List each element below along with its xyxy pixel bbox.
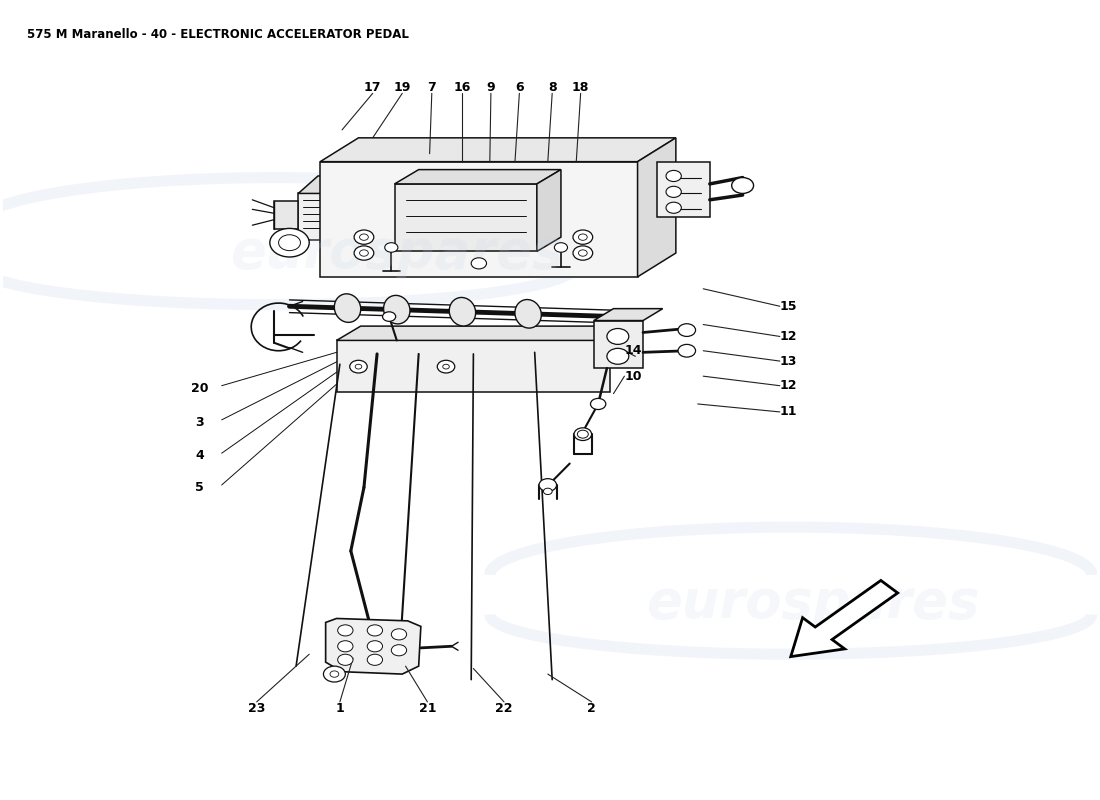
Polygon shape xyxy=(658,162,710,218)
Circle shape xyxy=(338,625,353,636)
Text: 4: 4 xyxy=(196,449,205,462)
Text: 16: 16 xyxy=(454,82,471,94)
Text: 9: 9 xyxy=(486,82,495,94)
Polygon shape xyxy=(326,618,421,674)
Text: 575 M Maranello - 40 - ELECTRONIC ACCELERATOR PEDAL: 575 M Maranello - 40 - ELECTRONIC ACCELE… xyxy=(26,28,409,41)
Circle shape xyxy=(367,641,383,652)
Polygon shape xyxy=(395,184,537,251)
Text: 10: 10 xyxy=(625,370,642,382)
Circle shape xyxy=(573,246,593,260)
Polygon shape xyxy=(320,162,638,277)
Polygon shape xyxy=(537,170,561,251)
Circle shape xyxy=(666,170,681,182)
Text: 7: 7 xyxy=(428,82,437,94)
Polygon shape xyxy=(298,176,406,194)
Circle shape xyxy=(278,234,300,250)
Circle shape xyxy=(554,242,568,252)
Circle shape xyxy=(392,645,407,656)
Polygon shape xyxy=(594,309,662,321)
Ellipse shape xyxy=(449,298,475,326)
Polygon shape xyxy=(274,202,298,229)
Circle shape xyxy=(355,364,362,369)
Text: 23: 23 xyxy=(248,702,265,714)
Text: 18: 18 xyxy=(572,82,590,94)
Circle shape xyxy=(360,234,368,240)
Polygon shape xyxy=(638,138,675,277)
Text: 17: 17 xyxy=(364,82,382,94)
Circle shape xyxy=(678,344,695,357)
Circle shape xyxy=(442,364,449,369)
Ellipse shape xyxy=(334,294,361,322)
Ellipse shape xyxy=(384,295,410,324)
Circle shape xyxy=(338,654,353,666)
Circle shape xyxy=(270,229,309,257)
Text: eurospares: eurospares xyxy=(646,577,979,629)
Text: eurospares: eurospares xyxy=(230,227,563,279)
Circle shape xyxy=(579,234,587,240)
Text: 12: 12 xyxy=(780,330,798,343)
Polygon shape xyxy=(386,176,406,239)
Text: 19: 19 xyxy=(394,82,411,94)
Circle shape xyxy=(543,488,552,494)
Text: 13: 13 xyxy=(780,354,798,367)
Circle shape xyxy=(354,246,374,260)
Circle shape xyxy=(579,250,587,256)
Circle shape xyxy=(330,671,339,678)
Ellipse shape xyxy=(515,299,541,328)
Circle shape xyxy=(666,202,681,214)
Text: 8: 8 xyxy=(548,82,557,94)
Text: 6: 6 xyxy=(515,82,524,94)
Circle shape xyxy=(367,625,383,636)
Circle shape xyxy=(354,230,374,244)
Text: 5: 5 xyxy=(196,481,205,494)
Circle shape xyxy=(678,324,695,337)
Text: 14: 14 xyxy=(625,344,642,358)
Text: 2: 2 xyxy=(587,702,596,714)
Text: 11: 11 xyxy=(780,406,798,418)
Circle shape xyxy=(323,666,345,682)
Circle shape xyxy=(578,430,588,438)
Text: 12: 12 xyxy=(780,379,798,392)
Circle shape xyxy=(360,250,368,256)
Polygon shape xyxy=(320,138,675,162)
Polygon shape xyxy=(594,321,643,368)
Text: 1: 1 xyxy=(336,702,344,714)
Circle shape xyxy=(338,641,353,652)
Circle shape xyxy=(350,360,367,373)
Circle shape xyxy=(732,178,754,194)
Polygon shape xyxy=(337,341,610,392)
Circle shape xyxy=(573,230,593,244)
Circle shape xyxy=(666,186,681,198)
Circle shape xyxy=(392,629,407,640)
Circle shape xyxy=(591,398,606,410)
Text: 21: 21 xyxy=(419,702,437,714)
Circle shape xyxy=(607,348,629,364)
Circle shape xyxy=(574,428,592,441)
Polygon shape xyxy=(395,170,561,184)
Circle shape xyxy=(367,654,383,666)
Circle shape xyxy=(385,242,398,252)
Circle shape xyxy=(383,312,396,322)
Polygon shape xyxy=(298,194,386,239)
Circle shape xyxy=(607,329,629,344)
FancyArrow shape xyxy=(791,581,898,657)
Circle shape xyxy=(438,360,454,373)
Text: 20: 20 xyxy=(191,382,209,394)
Text: 15: 15 xyxy=(780,300,798,313)
Circle shape xyxy=(471,258,486,269)
Polygon shape xyxy=(337,326,635,341)
Text: 22: 22 xyxy=(495,702,513,714)
Text: 3: 3 xyxy=(196,416,205,429)
Circle shape xyxy=(539,478,557,491)
